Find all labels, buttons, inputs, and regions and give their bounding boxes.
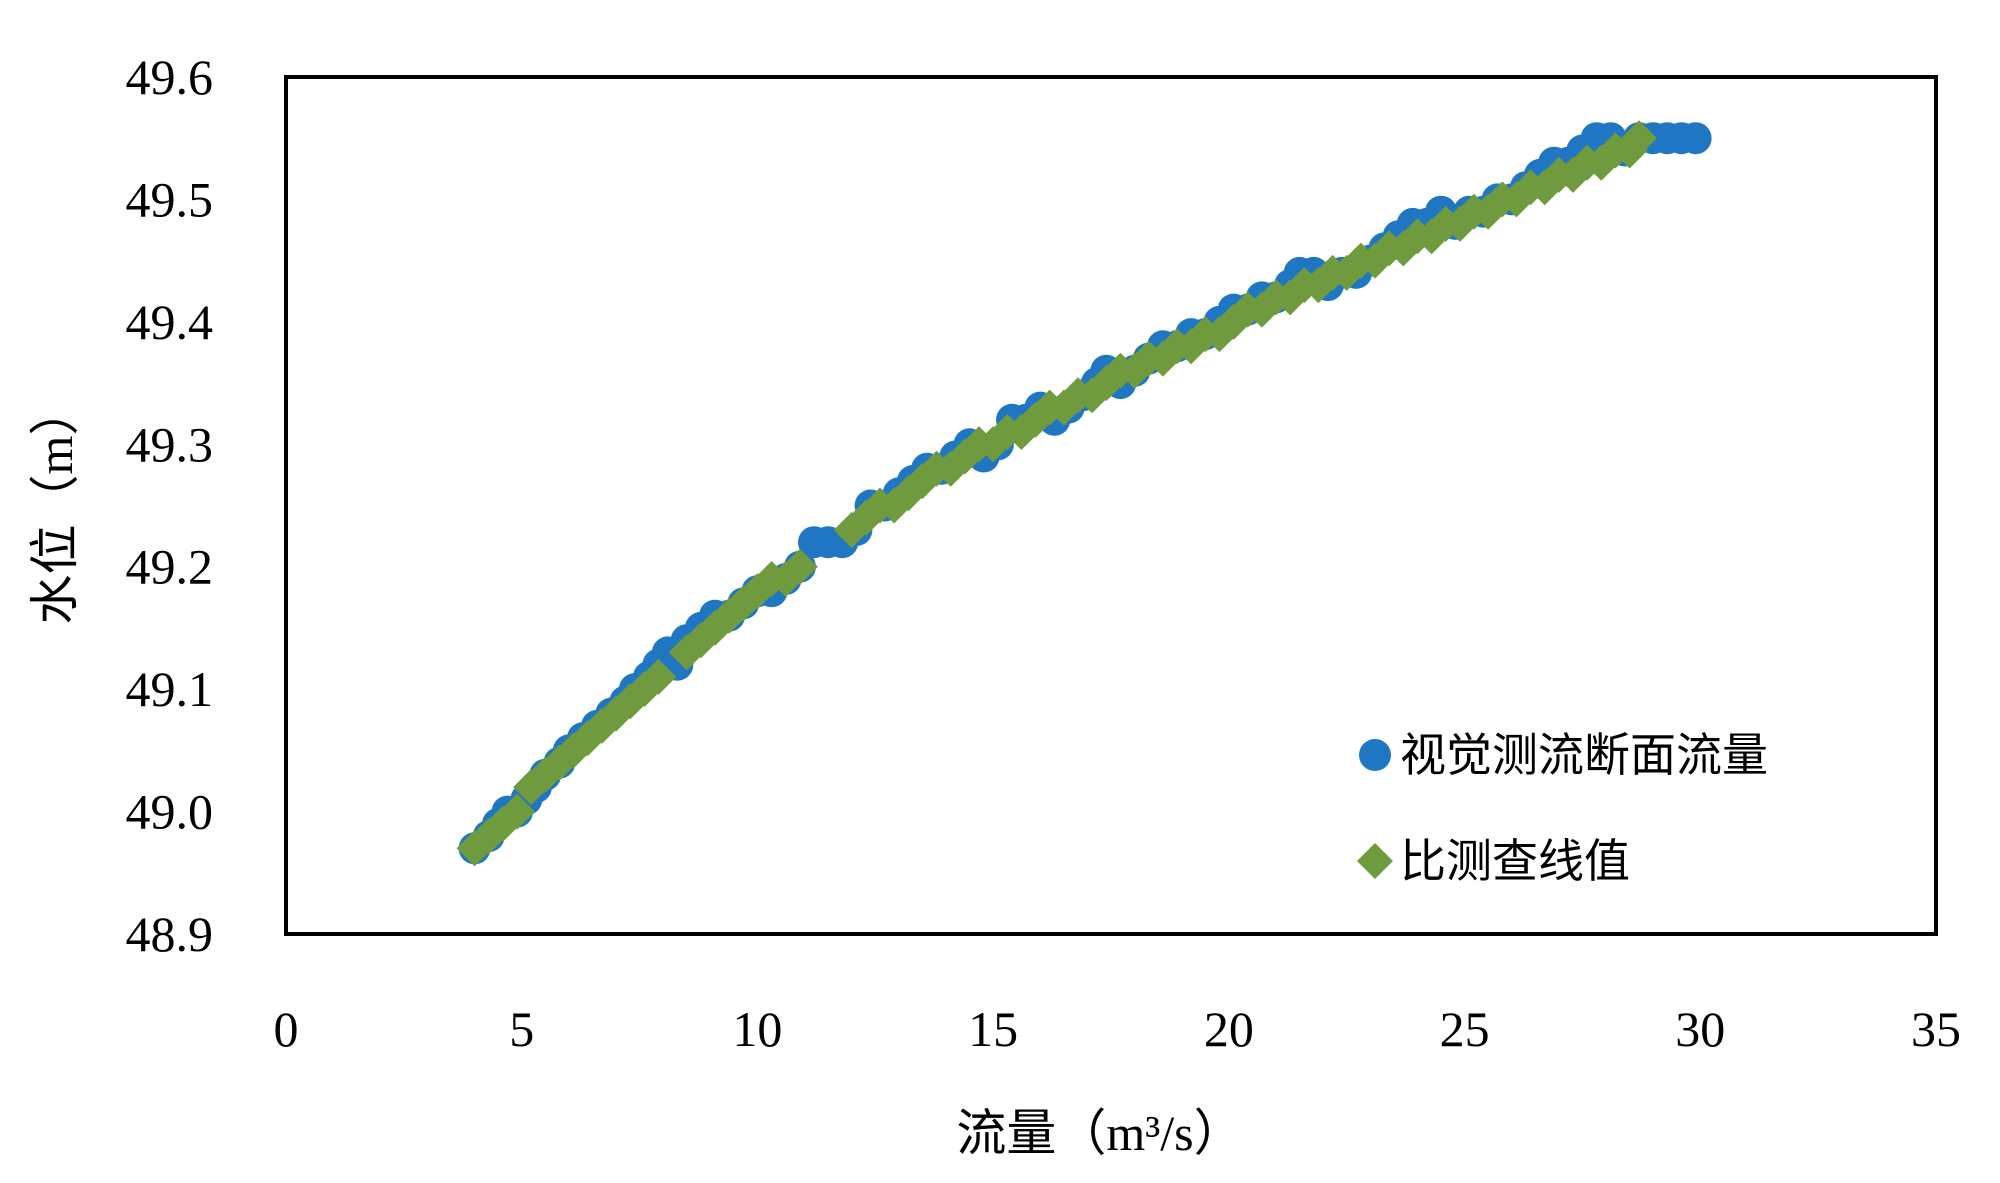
legend-series-1-label: 视觉测流断面流量 xyxy=(1400,728,1768,782)
series-layer xyxy=(456,120,1712,867)
y-tick-label: 49.6 xyxy=(126,49,214,105)
y-axis-tick-labels: 48.9 49.0 49.1 49.2 49.3 49.4 49.5 49.6 xyxy=(126,49,214,962)
series-2-point xyxy=(499,793,535,830)
x-tick-label: 15 xyxy=(968,1001,1018,1057)
y-tick-label: 49.5 xyxy=(126,171,214,227)
legend-series-2-label: 比测查线值 xyxy=(1400,834,1630,888)
x-tick-label: 25 xyxy=(1440,1001,1490,1057)
x-tick-label: 35 xyxy=(1911,1001,1961,1057)
series-1-point xyxy=(1679,122,1712,155)
series-2-points xyxy=(456,120,1657,867)
x-axis-tick-labels: 0 5 10 15 20 25 30 35 xyxy=(274,1001,1962,1057)
legend: 视觉测流断面流量 比测查线值 xyxy=(1357,728,1768,888)
x-tick-label: 5 xyxy=(509,1001,534,1057)
x-tick-label: 10 xyxy=(732,1001,782,1057)
y-tick-label: 49.4 xyxy=(126,294,214,350)
x-tick-label: 20 xyxy=(1204,1001,1254,1057)
series-2-point xyxy=(1621,120,1657,157)
series-2-point xyxy=(781,548,818,585)
y-tick-label: 48.9 xyxy=(126,906,214,962)
y-tick-label: 49.2 xyxy=(126,539,214,595)
y-axis-title: 水位（m） xyxy=(27,386,83,625)
y-tick-label: 49.1 xyxy=(126,661,214,717)
series-2-point xyxy=(640,658,677,695)
x-axis-title: 流量（m³/s） xyxy=(956,1105,1243,1161)
y-tick-label: 49.3 xyxy=(126,416,214,472)
x-tick-label: 0 xyxy=(274,1001,299,1057)
legend-series-2-marker xyxy=(1357,843,1393,879)
y-tick-label: 49.0 xyxy=(126,784,214,840)
legend-series-1-marker xyxy=(1359,739,1391,771)
x-tick-label: 30 xyxy=(1675,1001,1725,1057)
plot-area-frame xyxy=(284,75,1938,936)
series-2-point xyxy=(484,805,521,842)
